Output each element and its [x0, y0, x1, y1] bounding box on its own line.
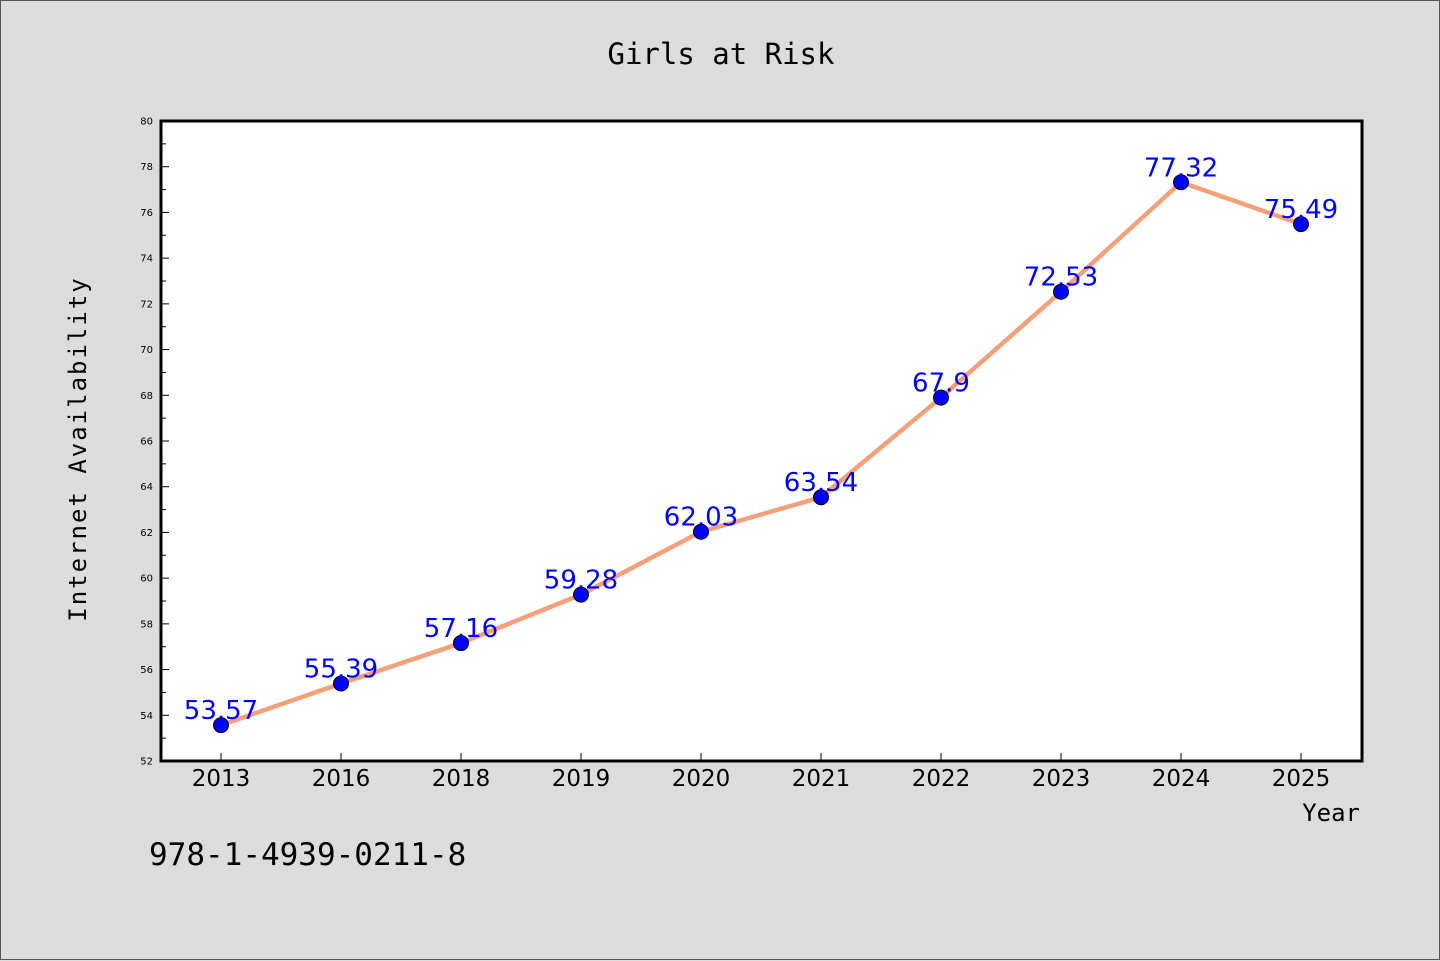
y-tick-label: 74 [140, 254, 153, 265]
data-series: 53.57 55.39 57.16 59.28 62.03 63.54 67.9 72.53 7… [184, 153, 1338, 734]
y-tick-label: 70 [140, 345, 153, 356]
y-tick-label: 76 [140, 208, 153, 219]
y-tick-label: 72 [140, 299, 153, 310]
x-axis: 2013 2016 2018 2019 2020 2021 2022 2023 2024 2025 [192, 753, 1331, 792]
x-tick-label: 2022 [912, 766, 971, 792]
y-axis-label: Internet Availability [64, 276, 92, 621]
y-tick-label: 78 [140, 162, 153, 173]
data-label: 77.32 [1144, 153, 1218, 183]
data-label: 59.28 [544, 566, 618, 596]
x-tick-label: 2024 [1152, 766, 1211, 792]
x-tick-label: 2025 [1272, 766, 1331, 792]
plot-area [159, 119, 1364, 763]
series-line [218, 180, 1304, 728]
y-tick-label: 64 [140, 482, 153, 493]
data-point [933, 389, 949, 406]
data-label: 67.9 [912, 369, 970, 399]
y-tick-label: 54 [140, 711, 153, 722]
x-tick-label: 2023 [1032, 766, 1091, 792]
y-tick-label: 68 [140, 391, 153, 402]
x-tick-label: 2020 [672, 766, 731, 792]
x-tick-label: 2018 [432, 766, 491, 792]
data-point [573, 586, 589, 603]
chart-title: Girls at Risk [608, 37, 836, 71]
x-axis-label: Year [1302, 799, 1360, 827]
x-tick-label: 2016 [312, 766, 371, 792]
data-point [1293, 216, 1309, 233]
data-point [1053, 283, 1069, 300]
y-tick-label: 66 [140, 437, 153, 448]
data-label: 57.16 [424, 614, 498, 644]
data-point [693, 523, 709, 540]
x-tick-label: 2013 [192, 766, 251, 792]
data-point [453, 635, 469, 652]
y-tick-label: 80 [140, 117, 153, 128]
isbn-text: 978-1-4939-0211-8 [149, 837, 466, 873]
y-tick-label: 58 [140, 619, 153, 630]
x-tick-label: 2021 [792, 766, 851, 792]
data-label: 53.57 [184, 696, 258, 726]
y-tick-label: 62 [140, 528, 153, 539]
data-point [1173, 174, 1189, 191]
data-label: 63.54 [784, 468, 858, 498]
data-label: 55.39 [304, 655, 378, 685]
data-label: 72.53 [1024, 263, 1098, 293]
data-label: 75.49 [1264, 195, 1338, 225]
y-tick-label: 60 [140, 574, 153, 585]
data-point [813, 489, 829, 506]
data-point [333, 675, 349, 692]
y-tick-label: 56 [140, 665, 153, 676]
x-tick-label: 2019 [552, 766, 611, 792]
data-label: 62.03 [664, 503, 738, 533]
y-axis: 52 54 56 58 60 62 64 66 68 70 72 74 76 78 80 [140, 117, 169, 768]
data-point [213, 717, 229, 734]
y-tick-label: 52 [140, 757, 153, 768]
